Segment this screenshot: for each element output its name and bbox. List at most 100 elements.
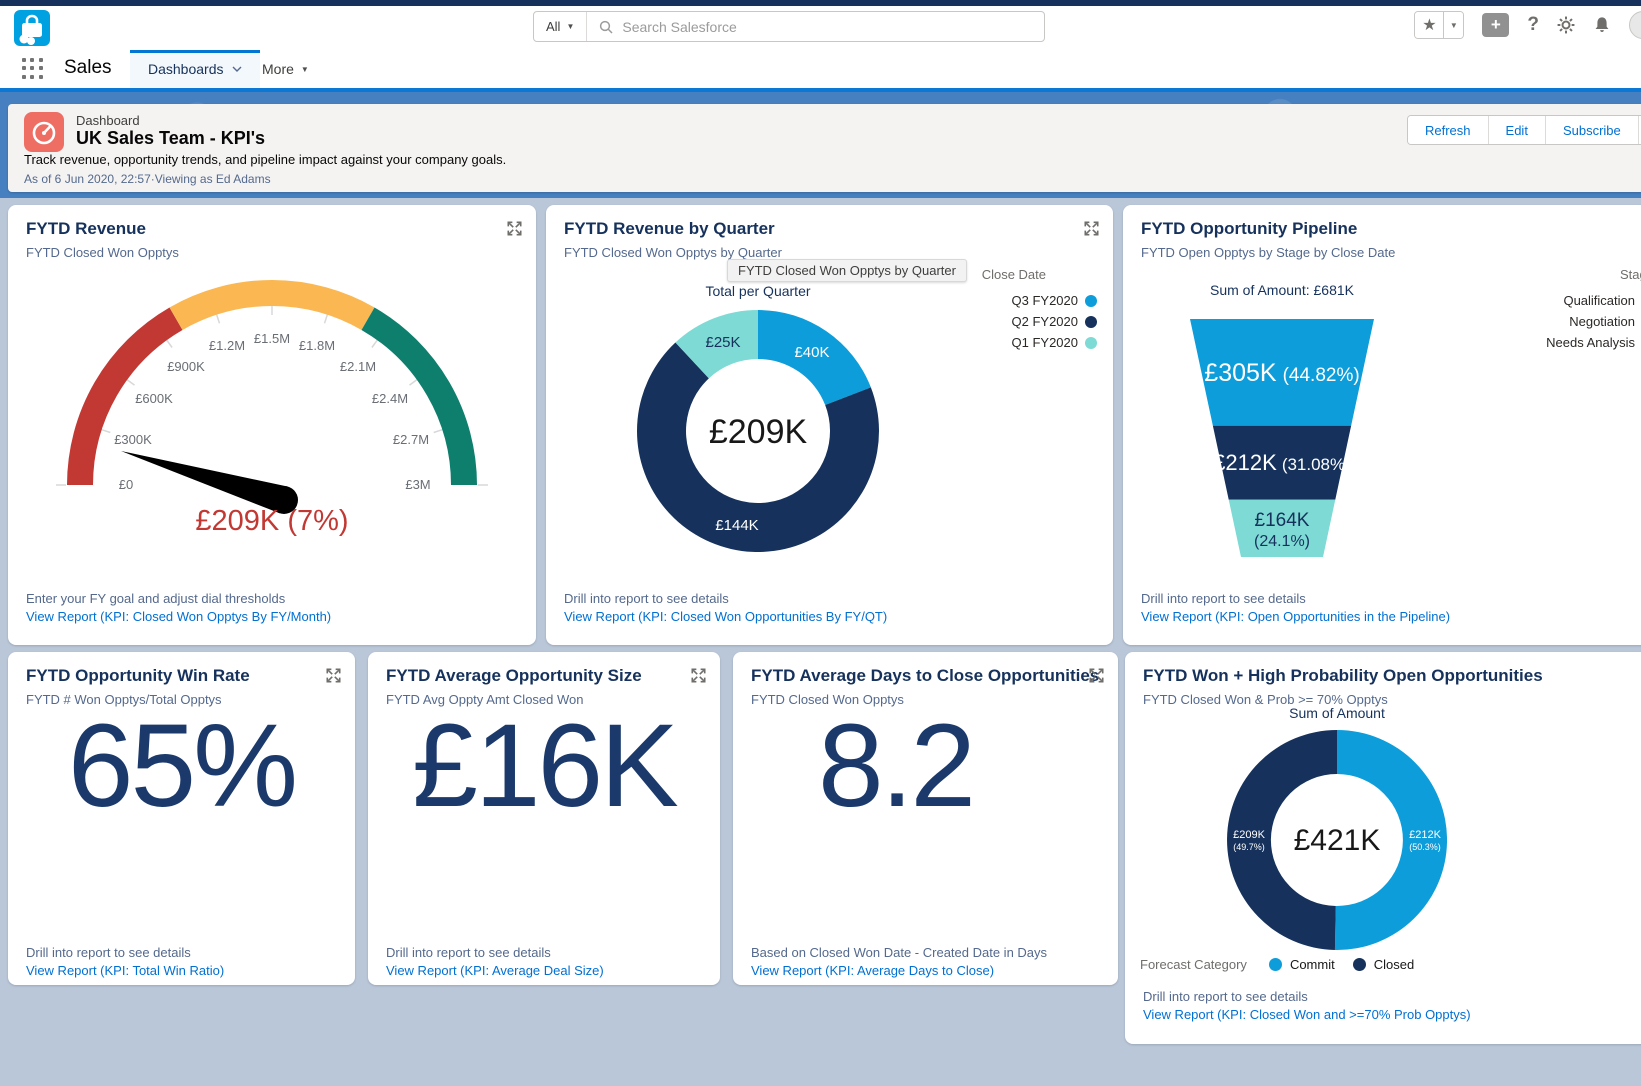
legend-item: Q2 FY2020: [982, 311, 1097, 332]
salesforce-logo[interactable]: [14, 10, 50, 46]
slice-label-q2: £144K: [715, 517, 758, 534]
view-report-link[interactable]: View Report (KPI: Closed Won Opptys By F…: [26, 609, 331, 624]
legend-item: Q3 FY2020: [982, 290, 1097, 311]
svg-text:£1.2M: £1.2M: [209, 338, 245, 353]
notifications-bell-icon[interactable]: [1593, 16, 1611, 34]
slice-label-q3: £40K: [794, 344, 829, 361]
gauge-ticks: [56, 302, 488, 485]
legend-item: Q1 FY2020: [982, 332, 1097, 353]
global-search[interactable]: All ▼ Search Salesforce: [533, 11, 1045, 42]
app-name: Sales: [64, 57, 112, 79]
metric-value[interactable]: £16K: [368, 698, 720, 834]
view-report-link[interactable]: View Report (KPI: Average Deal Size): [386, 963, 604, 978]
view-report-link[interactable]: View Report (KPI: Average Days to Close): [751, 963, 994, 978]
legend-label: Q3 FY2020: [1012, 293, 1079, 308]
refresh-button[interactable]: Refresh: [1408, 116, 1488, 144]
global-header: All ▼ Search Salesforce ★ ▼ + ?: [0, 6, 1641, 50]
favorites-star-button[interactable]: ★: [1415, 12, 1443, 38]
help-icon[interactable]: ?: [1527, 14, 1539, 36]
legend-item: Negotiation: [1546, 311, 1641, 332]
svg-text:£212K: £212K: [1409, 829, 1441, 841]
metric-value[interactable]: 65%: [8, 698, 355, 834]
widget-fytd-revenue: FYTD Revenue FYTD Closed Won Opptys: [8, 205, 536, 645]
gauge-icon: [24, 112, 64, 152]
chevron-down-icon: ▼: [301, 65, 309, 74]
global-add-button[interactable]: +: [1482, 13, 1509, 37]
legend-item: Needs Analysis: [1546, 332, 1641, 353]
expand-icon[interactable]: [326, 668, 341, 683]
search-placeholder: Search Salesforce: [622, 19, 736, 35]
widget-avg-days-to-close: FYTD Average Days to Close Opportunities…: [733, 652, 1118, 985]
legend-item: Qualification: [1546, 290, 1641, 311]
widget-title: FYTD Average Days to Close Opportunities: [751, 666, 1099, 686]
view-report-link[interactable]: View Report (KPI: Open Opportunities in …: [1141, 609, 1450, 624]
expand-icon[interactable]: [1084, 221, 1099, 236]
svg-text:£1.5M: £1.5M: [254, 331, 290, 346]
legend-title: Forecast Category: [1140, 957, 1247, 972]
expand-icon[interactable]: [1089, 668, 1104, 683]
app-launcher-waffle-icon[interactable]: [22, 58, 44, 80]
legend-label: Qualification: [1563, 293, 1635, 308]
tab-dashboards[interactable]: Dashboards: [130, 50, 260, 88]
widget-title: FYTD Opportunity Pipeline: [1141, 219, 1357, 239]
expand-icon[interactable]: [691, 668, 706, 683]
favorites-group: ★ ▼: [1414, 11, 1464, 39]
legend-dot: [1085, 337, 1097, 349]
chart-legend: Stage Qualification Negotiation Needs An…: [1546, 267, 1641, 353]
legend-dot: [1269, 958, 1282, 971]
legend-title: Stage: [1546, 267, 1641, 282]
donut-center-value: £209K: [709, 413, 808, 451]
metric-value[interactable]: 8.2: [733, 698, 1118, 834]
widget-subtitle: FYTD Open Opptys by Stage by Close Date: [1141, 245, 1395, 260]
gauge-tick-labels: £0 £300K £600K £900K £1.2M £1.5M £1.8M £…: [114, 331, 430, 492]
subscribe-button[interactable]: Subscribe: [1545, 116, 1638, 144]
dashboard-meta[interactable]: As of 6 Jun 2020, 22:57·Viewing as Ed Ad…: [24, 172, 271, 186]
widget-won-high-probability: FYTD Won + High Probability Open Opportu…: [1125, 652, 1641, 1044]
widget-footer-note: Enter your FY goal and adjust dial thres…: [26, 591, 285, 606]
legend-dot: [1353, 958, 1366, 971]
record-type-label: Dashboard: [76, 113, 140, 128]
setup-gear-icon[interactable]: [1557, 16, 1575, 34]
search-scope-dropdown[interactable]: All ▼: [534, 12, 587, 41]
tab-more[interactable]: More ▼: [248, 50, 323, 88]
salesforce-dashboard-screen: All ▼ Search Salesforce ★ ▼ + ?: [0, 0, 1641, 1086]
search-icon: [599, 20, 613, 34]
view-report-link[interactable]: View Report (KPI: Closed Won and >=70% P…: [1143, 1007, 1471, 1022]
legend-label: Negotiation: [1569, 314, 1635, 329]
widget-footer-note: Drill into report to see details: [564, 591, 729, 606]
donut-chart[interactable]: £209K (49.7%) £212K (50.3%) £421K: [1227, 730, 1447, 950]
svg-text:£2.7M: £2.7M: [393, 432, 429, 447]
expand-icon[interactable]: [507, 221, 522, 236]
widget-opportunity-pipeline: FYTD Opportunity Pipeline FYTD Open Oppt…: [1123, 205, 1641, 645]
donut-chart[interactable]: £40K £144K £25K £209K: [612, 285, 904, 577]
slice-label-closed: £209K (49.7%): [1233, 829, 1265, 852]
user-avatar[interactable]: [1629, 11, 1641, 39]
legend-dot: [1085, 295, 1097, 307]
dashboard-description: Track revenue, opportunity trends, and p…: [24, 152, 506, 167]
svg-text:£900K: £900K: [167, 359, 205, 374]
widget-footer-note: Drill into report to see details: [26, 945, 191, 960]
svg-text:£300K: £300K: [114, 432, 152, 447]
widget-title: FYTD Revenue by Quarter: [564, 219, 775, 239]
svg-text:£1.8M: £1.8M: [299, 338, 335, 353]
view-report-link[interactable]: View Report (KPI: Closed Won Opportuniti…: [564, 609, 887, 624]
chart-title: Sum of Amount: [1187, 705, 1487, 721]
svg-text:£209K: £209K: [1233, 829, 1265, 841]
search-input[interactable]: Search Salesforce: [587, 19, 1044, 35]
briefcase-icon: [14, 10, 50, 46]
chart-legend: Forecast Category Commit Closed: [1140, 957, 1432, 972]
widget-title: FYTD Opportunity Win Rate: [26, 666, 250, 686]
funnel-chart[interactable]: £305K(44.82%) £212K(31.08%) £164K (24.1%…: [1122, 319, 1442, 559]
edit-button[interactable]: Edit: [1488, 116, 1545, 144]
favorites-dropdown-button[interactable]: ▼: [1443, 12, 1463, 38]
view-report-link[interactable]: View Report (KPI: Total Win Ratio): [26, 963, 224, 978]
svg-text:£600K: £600K: [135, 391, 173, 406]
slice-label-q1: £25K: [705, 334, 740, 351]
svg-text:(49.7%): (49.7%): [1233, 842, 1265, 852]
gauge-chart[interactable]: £0 £300K £600K £900K £1.2M £1.5M £1.8M £…: [12, 235, 532, 565]
chevron-down-icon: ▼: [566, 22, 574, 31]
svg-text:(50.3%): (50.3%): [1409, 842, 1441, 852]
global-actions: ★ ▼ + ?: [1414, 11, 1641, 39]
tab-more-label: More: [262, 61, 294, 77]
svg-text:£2.1M: £2.1M: [340, 359, 376, 374]
